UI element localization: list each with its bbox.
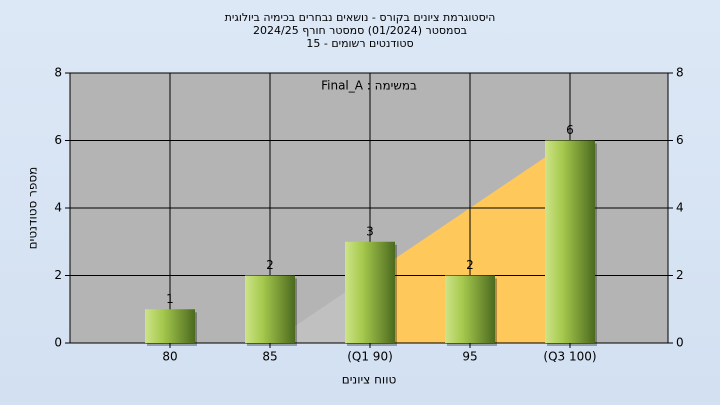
y2-tick-label: 2: [676, 268, 684, 282]
chart-subtitle: בסמסטר (01/2024) סמסטר חורף 2024/25: [253, 24, 467, 37]
x-tick-label: 80: [162, 350, 177, 364]
annotation: במשימה : Final_A: [321, 79, 417, 93]
x-tick-label: 85: [262, 350, 277, 364]
data-label: 1: [166, 292, 174, 306]
y-tick-label: 2: [54, 268, 62, 282]
y-axis-label: מספר סטודנטים: [26, 167, 40, 250]
data-label: 2: [266, 258, 274, 272]
y2-tick-label: 0: [676, 336, 684, 350]
x-tick-label: 95: [462, 350, 477, 364]
bar: [245, 275, 295, 343]
chart-title: היסטוגרמת ציונים בקורס - נושאים נבחרים ב…: [225, 11, 496, 24]
data-label: 6: [566, 123, 574, 137]
y2-tick-label: 4: [676, 201, 684, 215]
y-tick-label: 4: [54, 201, 62, 215]
data-label: 2: [466, 258, 474, 272]
bar: [145, 309, 195, 343]
bar: [345, 241, 395, 343]
y2-tick-label: 6: [676, 133, 684, 147]
y-tick-label: 0: [54, 336, 62, 350]
y-tick-label: 6: [54, 133, 62, 147]
bar: [545, 140, 595, 343]
x-axis-label: טווח ציונים: [342, 373, 397, 387]
y2-tick-label: 8: [676, 66, 684, 80]
bar: [445, 275, 495, 343]
x-tick-label: (Q1 90): [347, 350, 393, 364]
x-tick-label: (Q3 100): [543, 350, 596, 364]
data-label: 3: [366, 224, 374, 238]
chart-subtitle: סטודנטים רשומים - 15: [306, 37, 413, 50]
y-tick-label: 8: [54, 66, 62, 80]
